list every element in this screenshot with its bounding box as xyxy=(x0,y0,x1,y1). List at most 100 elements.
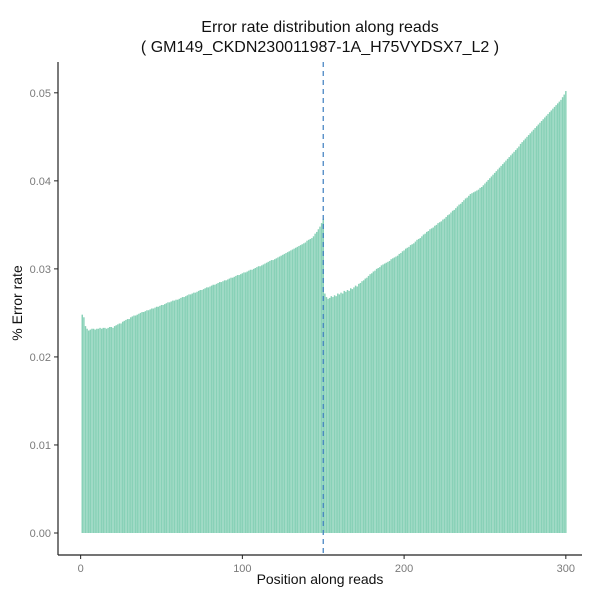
bar-position-29 xyxy=(126,319,129,533)
bar-position-224 xyxy=(442,219,444,533)
bar-position-36 xyxy=(138,313,140,533)
bar-position-268 xyxy=(513,151,515,533)
bar-position-218 xyxy=(432,227,434,533)
y-axis-title: % Error rate xyxy=(9,265,25,341)
bar-position-179 xyxy=(369,274,371,533)
bar-position-85 xyxy=(217,282,219,533)
bar-position-69 xyxy=(191,293,193,533)
bar-position-124 xyxy=(280,255,282,533)
bar-position-182 xyxy=(374,270,376,533)
bar-position-180 xyxy=(371,273,373,533)
bar-position-227 xyxy=(447,215,449,533)
bar-position-252 xyxy=(487,179,489,533)
bar-position-117 xyxy=(269,260,271,533)
bar-position-145 xyxy=(314,233,316,533)
bar-position-185 xyxy=(379,267,381,533)
bar-position-264 xyxy=(506,158,509,533)
bar-position-157 xyxy=(333,295,336,533)
bar-position-161 xyxy=(340,292,342,533)
bar-position-113 xyxy=(262,264,265,533)
bar-position-4 xyxy=(86,328,88,533)
bar-position-48 xyxy=(157,306,159,533)
bar-position-226 xyxy=(445,216,447,533)
bar-position-37 xyxy=(139,312,142,533)
bar-position-232 xyxy=(455,208,457,533)
bar-position-244 xyxy=(474,191,476,533)
bar-position-7 xyxy=(91,328,93,533)
bar-position-41 xyxy=(146,310,148,533)
bar-position-6 xyxy=(89,329,92,533)
bar-position-259 xyxy=(498,167,501,533)
bar-position-142 xyxy=(309,238,312,533)
bar-position-135 xyxy=(298,245,300,533)
bar-position-173 xyxy=(359,282,362,533)
bar-position-296 xyxy=(558,101,561,534)
bar-position-269 xyxy=(514,150,517,534)
bar-position-272 xyxy=(519,143,522,533)
bar-position-215 xyxy=(427,231,430,533)
bar-position-71 xyxy=(194,292,197,533)
bar-position-82 xyxy=(212,284,214,533)
bar-position-121 xyxy=(275,258,278,533)
bar-position-247 xyxy=(479,187,481,533)
bar-position-228 xyxy=(448,214,451,533)
bar-position-54 xyxy=(167,302,169,533)
bar-position-25 xyxy=(120,323,122,533)
bar-position-63 xyxy=(181,297,184,533)
bar-position-148 xyxy=(319,226,321,533)
bar-position-137 xyxy=(301,244,303,533)
bar-position-80 xyxy=(209,286,211,533)
bar-position-242 xyxy=(471,193,473,533)
bar-position-61 xyxy=(178,298,181,533)
x-ticks-layer: 0 100 200 300 xyxy=(78,555,575,575)
bar-position-109 xyxy=(256,267,258,533)
bar-position-202 xyxy=(406,247,409,533)
bar-position-47 xyxy=(155,306,158,533)
bar-position-32 xyxy=(131,316,134,533)
bar-position-79 xyxy=(207,287,210,533)
bar-position-299 xyxy=(563,94,565,533)
bar-position-188 xyxy=(383,263,386,533)
bar-position-56 xyxy=(170,301,172,533)
bar-position-17 xyxy=(107,327,109,533)
bar-position-149 xyxy=(320,223,323,534)
bar-position-275 xyxy=(524,138,527,533)
bar-position-261 xyxy=(502,164,504,533)
bar-position-19 xyxy=(110,326,113,533)
bar-position-164 xyxy=(345,291,347,533)
bar-position-285 xyxy=(540,120,543,533)
bar-position-84 xyxy=(215,283,218,533)
bar-position-133 xyxy=(295,247,297,533)
bar-position-68 xyxy=(189,294,192,533)
bar-position-58 xyxy=(173,300,176,533)
bar-position-64 xyxy=(183,297,185,533)
bar-position-233 xyxy=(456,206,459,533)
bar-position-187 xyxy=(382,264,384,533)
bar-position-160 xyxy=(338,294,341,533)
bar-position-92 xyxy=(228,278,231,533)
bar-position-27 xyxy=(123,320,126,533)
bar-position-14 xyxy=(102,327,105,533)
bar-position-240 xyxy=(468,195,470,533)
bar-position-134 xyxy=(296,246,299,533)
bar-position-110 xyxy=(257,266,260,533)
bar-position-66 xyxy=(186,295,189,533)
bar-position-23 xyxy=(117,324,119,533)
bar-position-128 xyxy=(286,252,289,533)
bar-position-207 xyxy=(414,241,417,533)
bar-position-104 xyxy=(248,270,250,533)
bar-position-245 xyxy=(476,190,478,533)
bar-position-263 xyxy=(505,160,507,533)
bar-position-294 xyxy=(555,105,557,533)
bar-position-1 xyxy=(81,314,83,533)
bar-position-211 xyxy=(421,236,423,533)
bar-position-297 xyxy=(560,99,562,534)
bar-position-88 xyxy=(222,281,224,533)
bar-position-106 xyxy=(251,269,253,533)
bar-position-212 xyxy=(422,234,425,533)
bar-position-150 xyxy=(322,218,324,533)
bar-position-238 xyxy=(464,198,467,533)
bar-position-77 xyxy=(204,288,206,533)
bar-position-31 xyxy=(130,317,132,533)
bar-position-248 xyxy=(481,187,483,533)
